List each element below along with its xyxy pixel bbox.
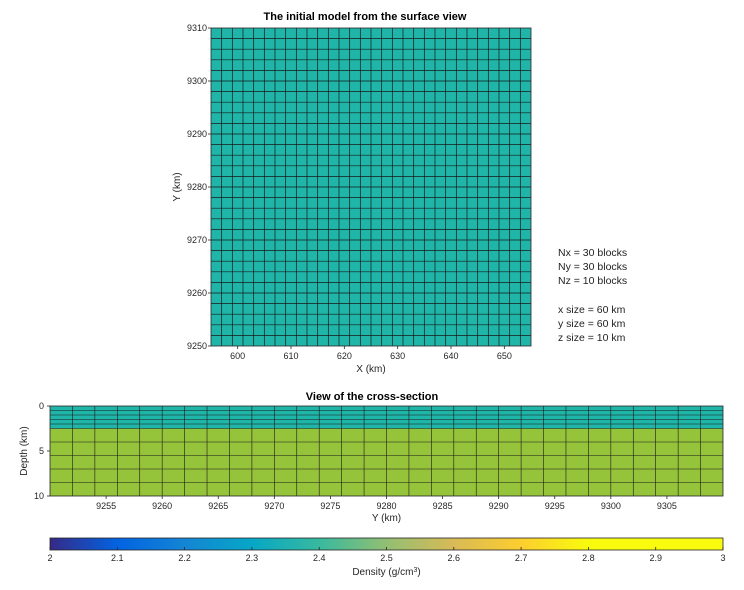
cross-section-x-tick-label: 9285 [433, 501, 453, 511]
note-nx: Nx = 30 blocks [558, 247, 628, 259]
note-ysize: y size = 60 km [558, 318, 626, 330]
surface-y-tick-label: 9300 [187, 76, 207, 86]
colorbar-ticks: 2 2.1 2.2 2.3 2.4 2.5 2.6 2.7 2.8 2.9 3 [47, 547, 726, 563]
colorbar-tick-label: 2.3 [246, 553, 259, 563]
surface-y-tick-label: 9280 [187, 182, 207, 192]
cross-section-x-tick-label: 9255 [96, 501, 116, 511]
cross-section-x-ticks: 9255 9260 9265 9270 9275 9280 9285 9290 9295 9300… [96, 496, 677, 511]
cross-section-x-tick-label: 9300 [601, 501, 621, 511]
note-nz: Nz = 10 blocks [558, 275, 628, 287]
colorbar: 2 2.1 2.2 2.3 2.4 2.5 2.6 2.7 2.8 2.9 3 Density (g… [47, 537, 726, 579]
surface-x-ticks: 600 610 620 630 640 650 [230, 346, 512, 361]
cross-section-y-ticks: 0 5 10 [34, 401, 50, 501]
surface-grid-lines [211, 28, 531, 346]
cross-section-chart: View of the cross-section 9255 9260 9265 92… [19, 391, 724, 524]
cross-section-x-axis-label: Y (km) [372, 513, 401, 524]
grid-block-notes: Nx = 30 blocks Ny = 30 blocks Nz = 10 bl… [558, 246, 627, 288]
colorbar-label-end: ) [417, 567, 420, 578]
cross-section-x-tick-label: 9275 [320, 501, 340, 511]
colorbar-label-text: Density (g/cm [352, 567, 413, 578]
note-ny: Ny = 30 blocks [558, 261, 628, 273]
cross-section-x-tick-label: 9305 [657, 501, 677, 511]
note-zsize: z size = 10 km [558, 332, 626, 344]
surface-y-axis-label: Y (km) [172, 172, 183, 201]
colorbar-tick-label: 2.2 [178, 553, 191, 563]
surface-view-chart: The initial model from the surface view … [172, 11, 532, 375]
colorbar-tick-label: 2.6 [448, 553, 461, 563]
colorbar-tick-label: 3 [720, 553, 725, 563]
surface-y-tick-label: 9260 [187, 288, 207, 298]
colorbar-tick-label: 2.1 [111, 553, 124, 563]
surface-x-tick-label: 610 [283, 351, 298, 361]
cross-section-grid-lines [50, 406, 723, 496]
colorbar-tick-label: 2.7 [515, 553, 528, 563]
colorbar-tick-label: 2.9 [649, 553, 662, 563]
cross-section-y-tick-label: 10 [34, 491, 44, 501]
cross-section-x-tick-label: 9260 [152, 501, 172, 511]
colorbar-label-superscript: 3 [413, 567, 417, 574]
cross-section-y-tick-label: 0 [39, 401, 44, 411]
surface-x-tick-label: 630 [390, 351, 405, 361]
grid-size-notes: x size = 60 km y size = 60 km z size = 1… [558, 303, 625, 345]
cross-section-y-axis-label: Depth (km) [19, 426, 30, 475]
colorbar-tick-label: 2.4 [313, 553, 326, 563]
surface-y-tick-label: 9250 [187, 341, 207, 351]
surface-x-tick-label: 620 [337, 351, 352, 361]
cross-section-x-tick-label: 9290 [489, 501, 509, 511]
cross-section-x-tick-label: 9270 [264, 501, 284, 511]
cross-section-x-tick-label: 9280 [376, 501, 396, 511]
colorbar-tick-label: 2.5 [380, 553, 393, 563]
surface-x-tick-label: 600 [230, 351, 245, 361]
colorbar-label: Density (g/cm3) [352, 567, 420, 579]
surface-x-tick-label: 650 [497, 351, 512, 361]
cross-section-x-tick-label: 9295 [545, 501, 565, 511]
surface-y-tick-label: 9310 [187, 23, 207, 33]
surface-x-axis-label: X (km) [356, 364, 385, 375]
colorbar-tick-label: 2.8 [582, 553, 595, 563]
note-xsize: x size = 60 km [558, 304, 626, 316]
surface-y-tick-label: 9290 [187, 129, 207, 139]
surface-y-ticks: 9250 9260 9270 9280 9290 9300 9310 [187, 23, 211, 351]
surface-y-tick-label: 9270 [187, 235, 207, 245]
cross-section-y-tick-label: 5 [39, 446, 44, 456]
cross-section-title: View of the cross-section [306, 391, 439, 403]
cross-section-x-tick-label: 9265 [208, 501, 228, 511]
surface-x-tick-label: 640 [443, 351, 458, 361]
colorbar-tick-label: 2 [47, 553, 52, 563]
surface-view-title: The initial model from the surface view [264, 11, 467, 23]
